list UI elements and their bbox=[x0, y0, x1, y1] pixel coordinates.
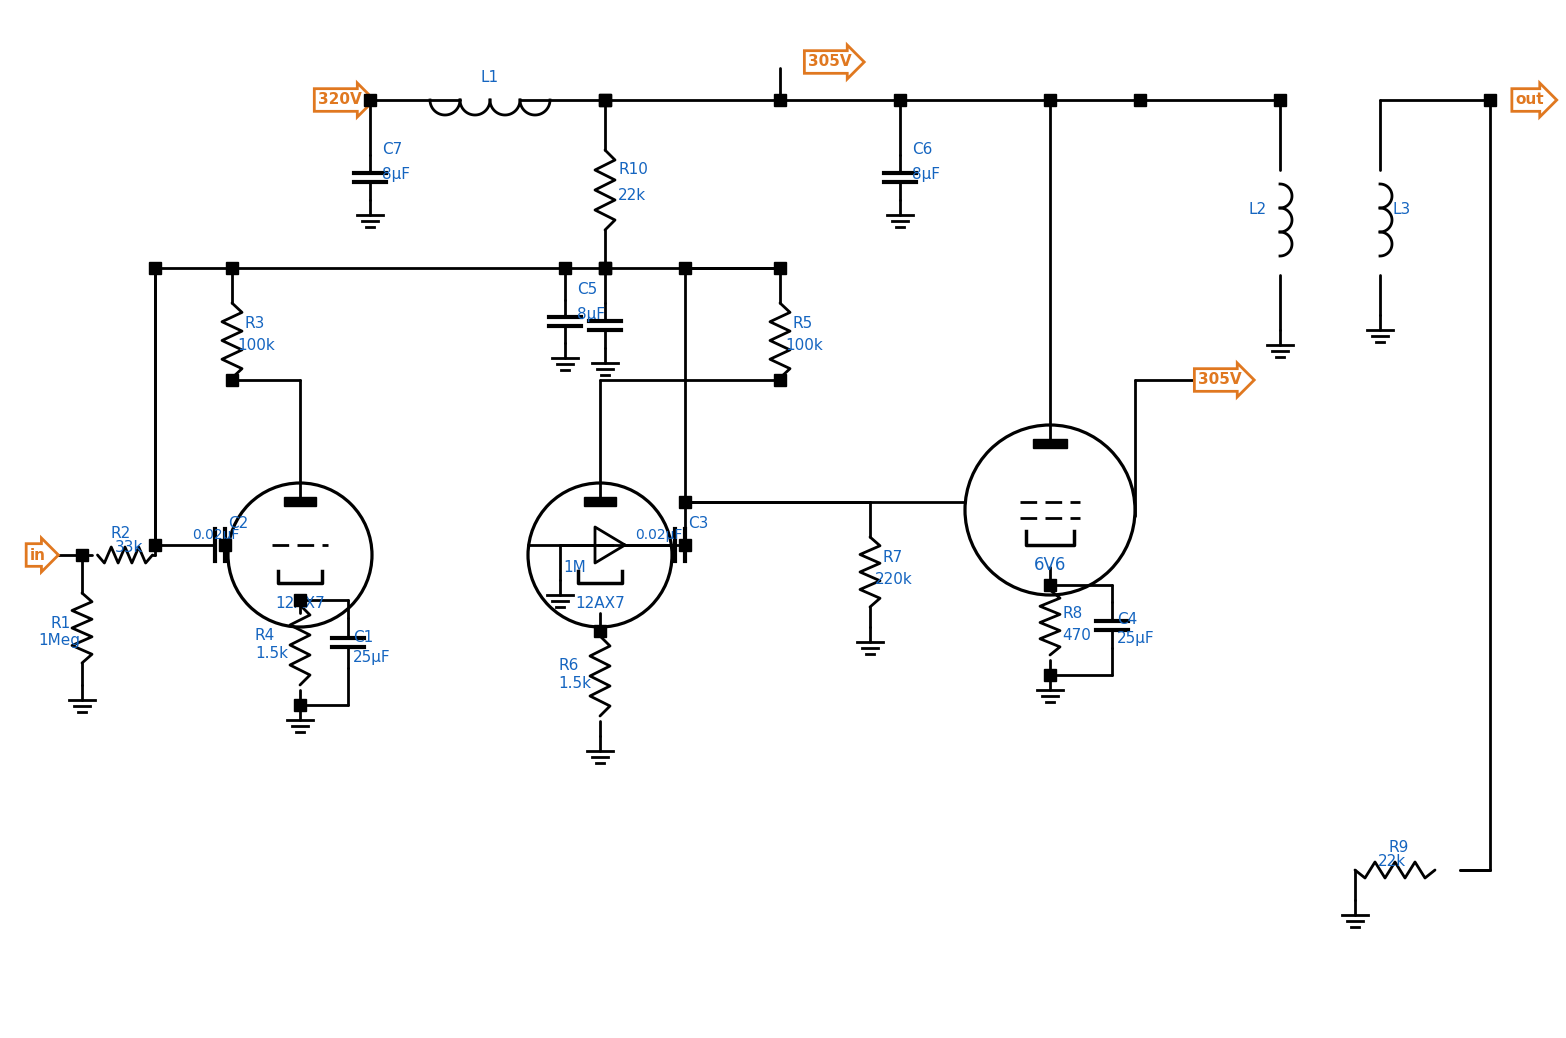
Text: L1: L1 bbox=[481, 71, 500, 85]
Bar bbox=[1034, 439, 1066, 448]
Text: C4: C4 bbox=[1117, 612, 1137, 628]
Text: L3: L3 bbox=[1392, 202, 1411, 218]
Text: C7: C7 bbox=[382, 142, 402, 158]
Text: 22k: 22k bbox=[619, 189, 647, 203]
Text: 8μF: 8μF bbox=[382, 167, 410, 183]
Bar bbox=[584, 497, 615, 506]
Text: 305V: 305V bbox=[1198, 373, 1242, 387]
Text: 1M: 1M bbox=[564, 559, 586, 574]
Text: R8: R8 bbox=[1062, 605, 1082, 621]
Text: 6V6: 6V6 bbox=[1034, 556, 1066, 574]
Text: R9: R9 bbox=[1387, 841, 1408, 855]
Text: out: out bbox=[1516, 92, 1544, 108]
Text: 1.5k: 1.5k bbox=[557, 677, 590, 691]
Text: 100k: 100k bbox=[785, 338, 822, 354]
Text: 1.5k: 1.5k bbox=[255, 646, 288, 660]
Text: 305V: 305V bbox=[808, 55, 852, 70]
Text: in: in bbox=[30, 547, 45, 563]
Text: 22k: 22k bbox=[1378, 854, 1406, 870]
Text: R6: R6 bbox=[557, 658, 578, 674]
Text: R7: R7 bbox=[882, 549, 902, 565]
Text: 8μF: 8μF bbox=[576, 306, 604, 322]
Text: 100k: 100k bbox=[236, 338, 274, 354]
Text: R1: R1 bbox=[50, 616, 70, 630]
Text: 320V: 320V bbox=[318, 92, 362, 108]
Text: R5: R5 bbox=[792, 316, 813, 330]
Text: 25μF: 25μF bbox=[352, 650, 390, 665]
Text: C6: C6 bbox=[911, 142, 932, 158]
Text: 220k: 220k bbox=[875, 573, 913, 588]
Text: R3: R3 bbox=[244, 316, 265, 330]
Text: R4: R4 bbox=[255, 628, 276, 643]
Text: 33k: 33k bbox=[114, 540, 144, 554]
Text: C3: C3 bbox=[687, 516, 708, 530]
Text: 1Meg: 1Meg bbox=[38, 633, 80, 649]
Text: 0.02μF: 0.02μF bbox=[193, 528, 240, 542]
Text: C1: C1 bbox=[352, 630, 373, 645]
Text: 12AX7: 12AX7 bbox=[575, 596, 625, 610]
Text: C2: C2 bbox=[229, 516, 249, 530]
Text: 470: 470 bbox=[1062, 628, 1092, 643]
Text: R2: R2 bbox=[110, 525, 130, 541]
Text: 0.02μF: 0.02μF bbox=[634, 528, 683, 542]
Text: 12AX7: 12AX7 bbox=[276, 596, 324, 610]
Text: R10: R10 bbox=[619, 163, 648, 177]
Text: 8μF: 8μF bbox=[911, 167, 940, 183]
Bar bbox=[283, 497, 316, 506]
Text: L2: L2 bbox=[1248, 202, 1267, 218]
Text: 25μF: 25μF bbox=[1117, 630, 1154, 646]
Text: C5: C5 bbox=[576, 282, 597, 298]
